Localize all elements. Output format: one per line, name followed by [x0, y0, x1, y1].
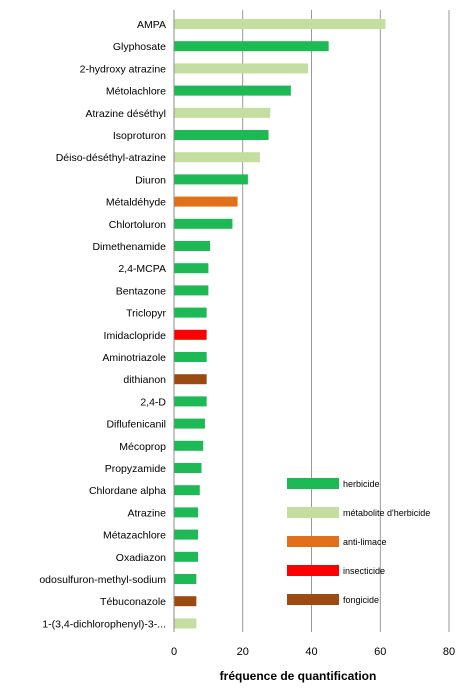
category-label: Métazachlore — [103, 530, 166, 542]
grid-lines — [242, 10, 450, 632]
category-label: Propyzamide — [105, 463, 166, 475]
category-label: Isoproturon — [113, 130, 166, 142]
bar — [174, 329, 207, 340]
bar — [174, 218, 233, 229]
bar — [174, 130, 269, 140]
bar — [174, 241, 211, 251]
x-tick-label: 0 — [171, 646, 177, 658]
bar — [174, 19, 386, 29]
bar — [174, 174, 248, 185]
category-label: Diflufenicanil — [106, 419, 166, 431]
bar — [174, 574, 197, 584]
x-tick-label: 80 — [443, 646, 455, 658]
category-label: Mécoprop — [119, 441, 166, 453]
bar — [174, 618, 197, 629]
bar — [174, 507, 199, 518]
bar — [174, 263, 209, 274]
bar — [174, 307, 207, 318]
category-label: Aminotriazole — [102, 352, 166, 364]
legend-label: métabolite d'herbicide — [343, 508, 430, 518]
bars — [174, 19, 386, 629]
category-label: Triclopyr — [126, 308, 166, 320]
category-labels: AMPA Glyphosate 2-hydroxy atrazine Métolach… — [39, 19, 166, 630]
category-label: 2,4-MCPA — [118, 263, 166, 275]
bar — [174, 418, 205, 429]
category-label: Atrazine — [127, 507, 166, 519]
x-tick-label: 60 — [374, 646, 386, 658]
category-label: Bentazone — [116, 285, 166, 297]
category-label: Déiso-déséthyl-atrazine — [56, 152, 166, 164]
category-label: Métolachlore — [106, 86, 166, 98]
x-tick-labels: 0 20 40 60 80 — [171, 646, 455, 658]
legend-label: herbicide — [343, 479, 380, 489]
legend: herbicide métabolite d'herbicide anti-lima… — [287, 478, 430, 605]
legend-label: anti-limace — [343, 537, 387, 547]
legend-label: insecticide — [343, 566, 385, 576]
category-label: 1-(3,4-dichlorophenyl)-3-... — [42, 618, 166, 630]
category-label: dithianon — [123, 374, 166, 386]
bar — [174, 485, 200, 496]
category-label: Tébuconazole — [100, 596, 166, 608]
bar — [174, 107, 271, 118]
bar — [174, 85, 291, 96]
bar — [174, 63, 309, 74]
bar — [174, 196, 238, 207]
legend-swatch — [287, 536, 339, 547]
category-label: odosulfuron-methyl-sodium — [39, 574, 166, 586]
category-label: Chlortoluron — [109, 219, 166, 231]
bar — [174, 596, 197, 607]
category-label: Métaldéhyde — [106, 197, 166, 209]
x-tick-label: 40 — [305, 646, 317, 658]
category-label: Chlordane alpha — [89, 485, 166, 497]
legend-swatch — [287, 507, 339, 518]
category-label: 2-hydroxy atrazine — [80, 63, 167, 75]
category-label: Diuron — [135, 174, 166, 186]
category-label: Imidaclopride — [104, 330, 167, 342]
bar — [174, 396, 207, 407]
x-tick-label: 20 — [237, 646, 249, 658]
bar — [174, 551, 199, 562]
bar — [174, 440, 204, 451]
legend-swatch — [287, 565, 339, 576]
bar — [174, 152, 260, 163]
bar — [174, 352, 207, 362]
category-label: Oxadiazon — [116, 552, 166, 564]
category-label: Glyphosate — [113, 41, 166, 53]
x-axis-title: fréquence de quantification — [220, 669, 377, 683]
category-label: Atrazine déséthyl — [85, 108, 166, 120]
category-label: AMPA — [137, 19, 166, 31]
bar — [174, 41, 329, 52]
category-label: Dimethenamide — [92, 241, 166, 253]
category-label: 2,4-D — [140, 396, 166, 408]
bar — [174, 374, 207, 385]
bar — [174, 285, 209, 296]
bar — [174, 529, 199, 540]
bar — [174, 463, 202, 473]
legend-label: fongicide — [343, 595, 379, 605]
legend-swatch — [287, 478, 339, 489]
legend-swatch — [287, 594, 339, 605]
